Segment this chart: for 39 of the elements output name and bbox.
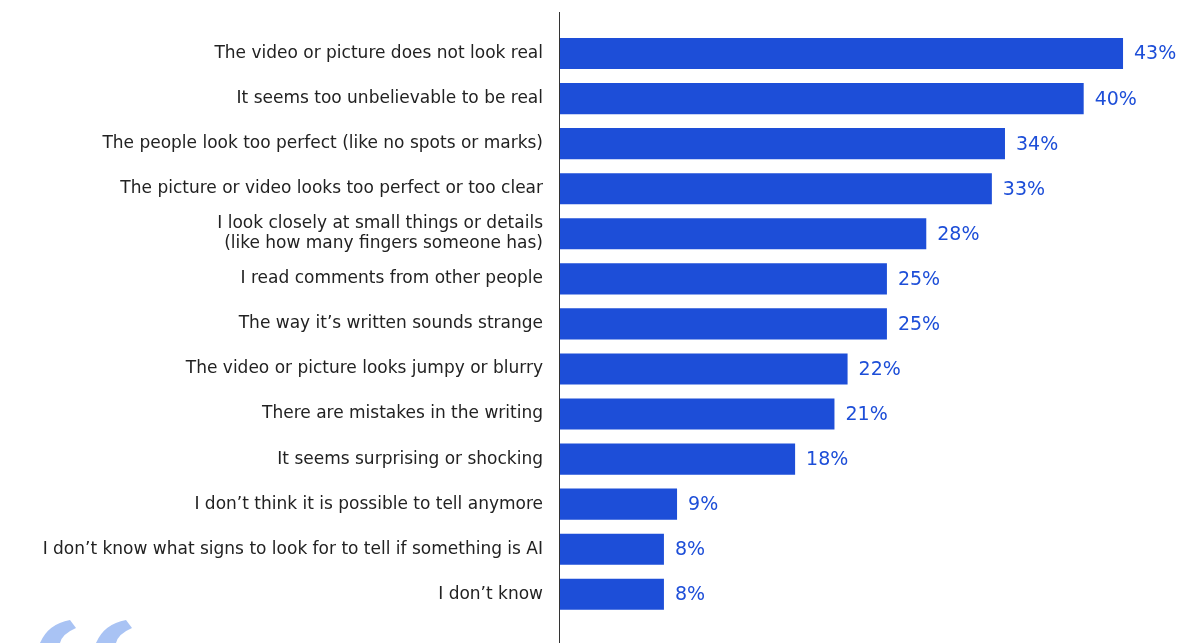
bar <box>559 398 835 430</box>
bar <box>559 353 848 385</box>
y-tick-label: It seems too unbelievable to be real <box>236 87 543 108</box>
data-label: 22% <box>858 356 901 379</box>
data-label: 28% <box>937 221 980 244</box>
data-label: 25% <box>897 266 941 289</box>
data-label: 21% <box>845 401 888 424</box>
y-tick-label: The way it’s written sounds strange <box>237 312 543 333</box>
bar <box>559 83 1084 115</box>
y-tick-label: I read comments from other people <box>240 267 543 288</box>
data-label: 25% <box>897 311 941 334</box>
bar <box>559 173 992 205</box>
bar <box>559 37 1124 70</box>
bar <box>559 533 664 565</box>
data-label: 43% <box>1134 41 1177 64</box>
bar <box>559 488 678 520</box>
y-tick-label: I don’t think it is possible to tell anymore <box>194 492 543 513</box>
y-tick-label: The video or picture looks jumpy or blurry <box>184 357 543 378</box>
data-label: 8% <box>674 537 706 560</box>
data-label: 34% <box>1015 131 1059 154</box>
y-tick-label: The video or picture does not look real <box>213 41 543 62</box>
bar <box>559 578 664 610</box>
data-label: 18% <box>806 447 849 470</box>
bar <box>559 128 1005 160</box>
bar <box>559 218 927 250</box>
y-tick-label: I don’t know <box>438 582 544 603</box>
y-tick-label: There are mistakes in the writing <box>261 402 543 423</box>
data-label: 8% <box>674 582 706 605</box>
y-tick-label: I don’t know what signs to look for to tell if something is AI <box>42 537 543 558</box>
y-tick-label: The people look too perfect (like no spots or marks) <box>101 132 543 153</box>
data-label: 40% <box>1094 86 1137 109</box>
bar <box>559 263 887 295</box>
bar <box>559 443 796 475</box>
y-tick-label: I look closely at small things or details (like how many fingers someone has) <box>217 212 544 253</box>
data-label: 33% <box>1002 176 1046 199</box>
y-tick-label: The picture or video looks too perfect or too clear <box>119 177 543 198</box>
y-tick-label: It seems surprising or shocking <box>277 447 543 468</box>
bar <box>559 308 887 340</box>
data-label: 9% <box>688 492 719 515</box>
